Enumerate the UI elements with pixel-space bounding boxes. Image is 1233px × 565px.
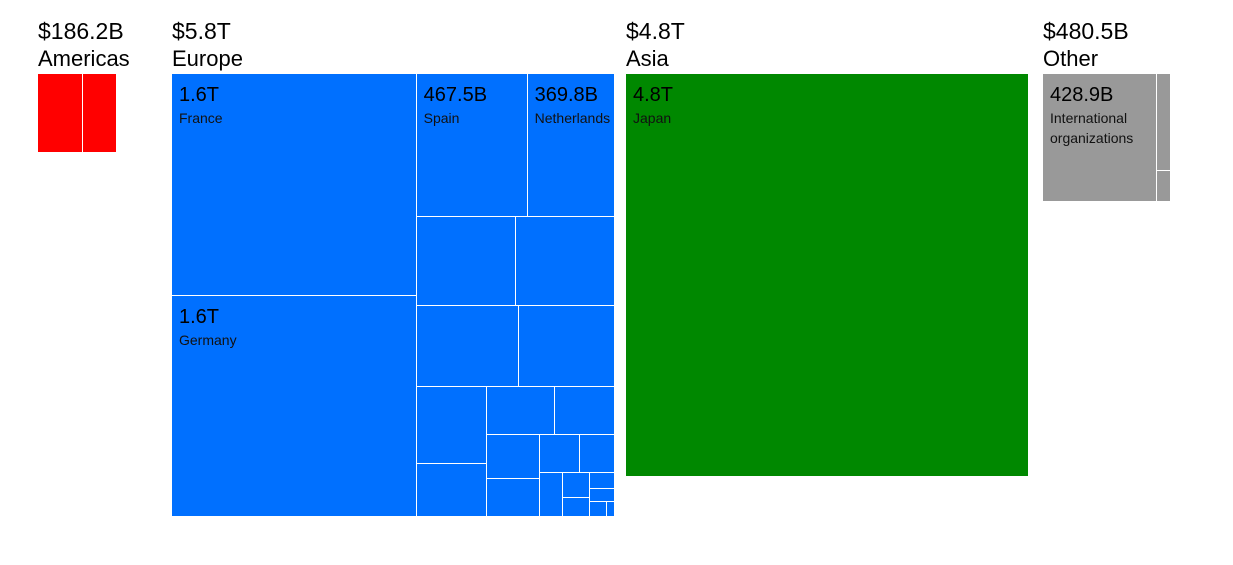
leaf-value-label: 428.9B xyxy=(1050,84,1114,106)
treemap-leaf xyxy=(486,434,541,480)
treemap-leaf xyxy=(516,216,616,306)
group-value-label: $186.2B xyxy=(38,18,124,44)
treemap-leaf xyxy=(540,472,564,518)
treemap-leaf xyxy=(416,305,519,388)
treemap-leaf xyxy=(1156,171,1171,202)
group-name-label: Americas xyxy=(38,46,130,71)
leaf-name-label: International organizations xyxy=(1050,110,1134,146)
treemap-leaf xyxy=(606,501,616,518)
treemap-leaf xyxy=(589,501,607,518)
treemap-leaf xyxy=(486,479,541,518)
group-value-label: $5.8T xyxy=(172,18,231,44)
treemap-leaf xyxy=(82,74,118,154)
treemap-leaf xyxy=(486,387,555,435)
group-name-label: Other xyxy=(1043,46,1099,71)
treemap-leaf xyxy=(589,488,616,502)
leaf-value-label: 1.6T xyxy=(179,305,220,328)
treemap-leaf xyxy=(540,434,580,473)
treemap-leaf xyxy=(563,498,590,518)
treemap-leaf: 4.8T Japan xyxy=(626,74,1030,478)
treemap-leaf xyxy=(1156,74,1171,172)
treemap-leaf xyxy=(554,387,616,435)
group-value-label: $480.5B xyxy=(1043,18,1129,44)
treemap-leaf: 1.6T France xyxy=(172,74,417,296)
treemap-leaf: 369.8B Netherlands xyxy=(527,74,616,217)
treemap-leaf xyxy=(416,464,487,518)
group-value-label: $4.8T xyxy=(626,18,685,44)
treemap-leaf: 1.6T Germany xyxy=(172,295,417,518)
treemap-leaf xyxy=(589,472,616,489)
treemap-leaf xyxy=(580,434,616,473)
treemap-leaf: 467.5B Spain xyxy=(416,74,528,217)
group-name-label: Asia xyxy=(626,46,669,71)
leaf-value-label: 4.8T xyxy=(633,84,674,106)
treemap-leaf: 428.9B International organizations xyxy=(1043,74,1157,202)
leaf-value-label: 467.5B xyxy=(423,84,488,106)
leaf-value-label: 1.6T xyxy=(179,84,220,106)
leaf-name-label: France xyxy=(179,110,223,126)
group-name-label: Europe xyxy=(172,46,243,71)
treemap-leaf xyxy=(563,472,590,499)
leaf-name-label: Germany xyxy=(179,331,237,348)
leaf-name-label: Japan xyxy=(633,110,672,126)
treemap-leaf xyxy=(518,305,616,388)
leaf-name-label: Spain xyxy=(423,110,460,126)
leaf-value-label: 369.8B xyxy=(534,84,599,106)
treemap-leaf xyxy=(416,387,487,465)
leaf-name-label: Netherlands xyxy=(534,110,611,126)
treemap-leaf xyxy=(38,74,83,154)
treemap-leaf xyxy=(416,216,517,306)
